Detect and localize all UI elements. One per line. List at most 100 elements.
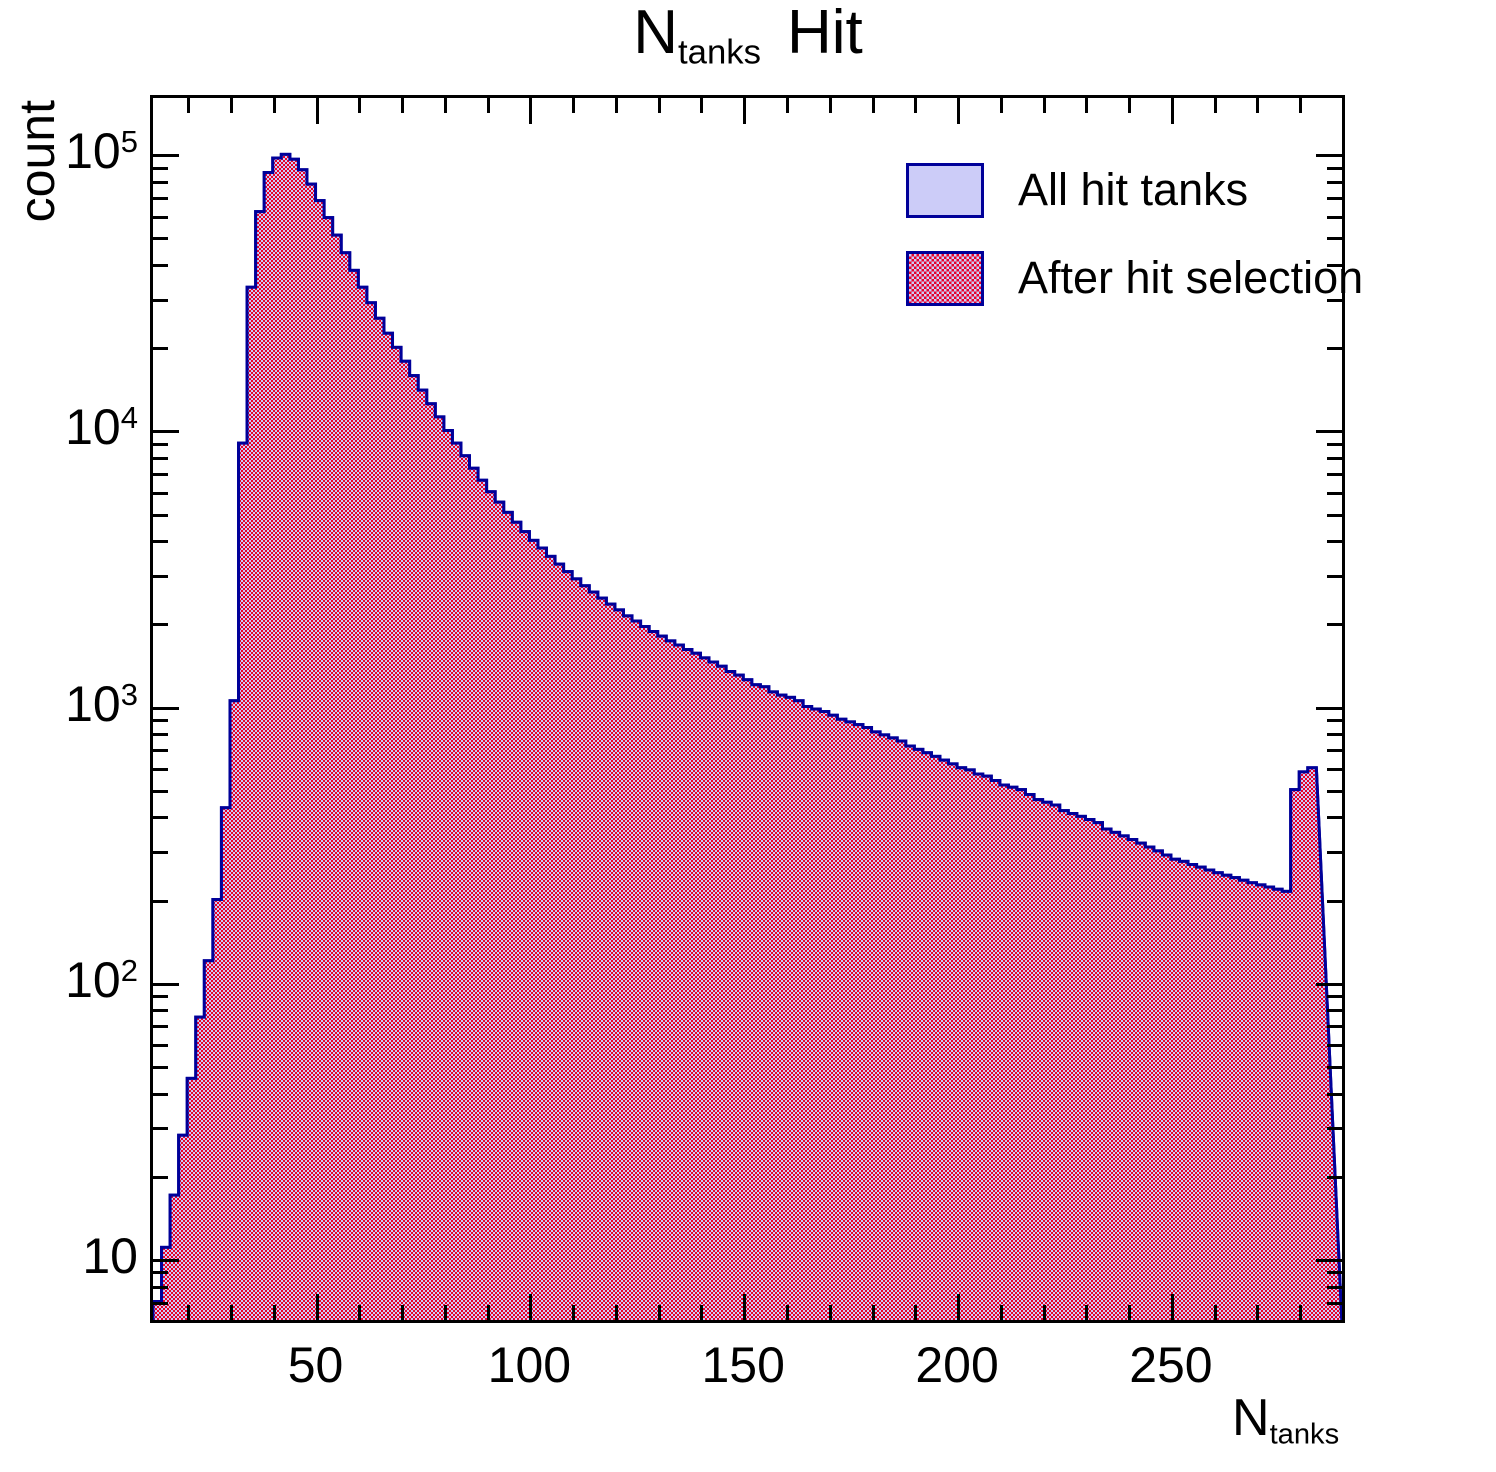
y-axis-minor-tick <box>153 1320 168 1323</box>
x-axis-title-main: N <box>1232 1389 1270 1447</box>
x-axis-minor-tick <box>272 1305 276 1320</box>
y-axis-minor-tick <box>153 1009 168 1013</box>
x-axis-minor-tick <box>1042 1305 1046 1320</box>
y-axis-minor-tick <box>153 540 168 544</box>
x-axis-minor-tick <box>828 1305 832 1320</box>
y-axis-minor-tick <box>1327 540 1342 544</box>
y-axis-minor-tick <box>1327 443 1342 447</box>
legend-swatch-after-hit-selection <box>906 250 984 306</box>
y-axis-minor-tick <box>153 749 168 753</box>
x-axis-minor-tick <box>657 1305 661 1320</box>
y-axis-minor-tick <box>1327 215 1342 219</box>
x-axis-minor-tick <box>1299 98 1303 113</box>
x-axis-minor-tick <box>272 98 276 113</box>
y-axis-minor-tick <box>153 443 168 447</box>
x-axis-major-tick <box>315 1294 319 1320</box>
y-axis-minor-tick <box>1327 850 1342 854</box>
y-axis-minor-tick <box>1327 1127 1342 1131</box>
x-axis-minor-tick <box>1213 98 1217 113</box>
y-axis-minor-tick <box>1327 1009 1342 1013</box>
x-axis-minor-tick <box>229 98 233 113</box>
x-axis-title: Ntanks <box>1232 1392 1339 1450</box>
y-axis-minor-tick <box>1327 298 1342 302</box>
y-axis-minor-tick <box>153 767 168 771</box>
x-axis-minor-tick <box>914 98 918 113</box>
y-axis-minor-tick <box>153 1092 168 1096</box>
y-axis-minor-tick <box>1327 816 1342 820</box>
x-axis-minor-tick <box>828 98 832 113</box>
x-axis-minor-tick <box>486 1305 490 1320</box>
x-axis-minor-tick <box>401 1305 405 1320</box>
x-axis-major-tick <box>957 98 961 124</box>
x-axis-minor-tick <box>1342 1305 1345 1320</box>
y-axis-minor-tick <box>153 166 168 170</box>
y-axis-minor-tick <box>153 264 168 268</box>
y-axis-minor-tick <box>1327 491 1342 495</box>
y-axis-minor-tick <box>153 1025 168 1029</box>
y-axis-tick-label: 104 <box>65 399 138 456</box>
y-axis-minor-tick <box>1327 623 1342 627</box>
y-axis-minor-tick <box>153 347 168 351</box>
y-axis-minor-tick <box>153 1043 168 1047</box>
x-axis-minor-tick <box>785 98 789 113</box>
x-axis-title-subscript: tanks <box>1269 1418 1340 1451</box>
x-axis-major-tick <box>1170 98 1174 124</box>
title-tail: Hit <box>786 0 863 67</box>
y-axis-minor-tick <box>1327 899 1342 903</box>
x-axis-minor-tick <box>914 1305 918 1320</box>
y-axis-tick-label: 103 <box>65 675 138 732</box>
x-axis-minor-tick <box>700 98 704 113</box>
x-axis-minor-tick <box>1042 98 1046 113</box>
x-axis-minor-tick <box>657 98 661 113</box>
y-axis-minor-tick <box>1327 237 1342 241</box>
y-axis-major-tick <box>1316 1258 1342 1262</box>
legend-item-all-hit-tanks[interactable]: All hit tanks <box>906 146 1326 234</box>
x-axis-tick-label: 150 <box>701 1337 785 1393</box>
y-axis-minor-tick <box>153 1285 168 1289</box>
y-axis-minor-tick <box>153 789 168 793</box>
x-axis-major-tick <box>743 1294 747 1320</box>
x-axis-minor-tick <box>1213 1305 1217 1320</box>
legend: All hit tanks After hit selection <box>906 146 1363 322</box>
x-axis-minor-tick <box>187 1305 191 1320</box>
series-after-hit-selection <box>153 152 1342 1320</box>
x-axis-minor-tick <box>1299 1305 1303 1320</box>
x-axis-minor-tick <box>1256 1305 1260 1320</box>
title-main: N <box>633 0 678 67</box>
x-axis-minor-tick <box>401 98 405 113</box>
x-axis-major-tick <box>957 1294 961 1320</box>
x-axis-minor-tick <box>358 98 362 113</box>
y-axis-minor-tick <box>1327 181 1342 185</box>
x-axis-tick-label: 50 <box>287 1337 344 1393</box>
x-axis-major-tick <box>529 1294 533 1320</box>
x-axis-major-tick <box>1170 1294 1174 1320</box>
y-axis-minor-tick <box>1327 767 1342 771</box>
x-axis-tick-label: 250 <box>1129 1337 1213 1393</box>
y-axis-minor-tick <box>153 899 168 903</box>
x-axis-major-tick <box>743 98 747 124</box>
y-axis-minor-tick <box>153 513 168 517</box>
y-axis-major-tick <box>153 430 179 434</box>
y-axis-minor-tick <box>1327 1025 1342 1029</box>
y-axis-minor-tick <box>153 623 168 627</box>
x-axis-minor-tick <box>614 98 618 113</box>
y-axis-minor-tick <box>153 1127 168 1131</box>
y-axis-minor-tick <box>153 457 168 461</box>
x-axis-minor-tick <box>871 1305 875 1320</box>
y-axis-minor-tick <box>1327 1092 1342 1096</box>
y-axis-minor-tick <box>153 574 168 578</box>
y-axis-major-tick <box>153 982 179 986</box>
y-axis-minor-tick <box>1327 513 1342 517</box>
x-axis-minor-tick <box>187 98 191 113</box>
x-axis-minor-tick <box>572 1305 576 1320</box>
x-axis-minor-tick <box>871 98 875 113</box>
x-axis-tick-label: 200 <box>915 1337 999 1393</box>
y-axis-minor-tick <box>1327 1285 1342 1289</box>
legend-item-after-hit-selection[interactable]: After hit selection <box>906 234 1363 322</box>
x-axis-major-tick <box>529 98 533 124</box>
x-axis-major-tick <box>315 98 319 124</box>
legend-swatch-all-hit-tanks <box>906 162 984 218</box>
y-axis-minor-tick <box>1327 473 1342 477</box>
y-axis-minor-tick <box>153 473 168 477</box>
y-axis-minor-tick <box>153 733 168 737</box>
